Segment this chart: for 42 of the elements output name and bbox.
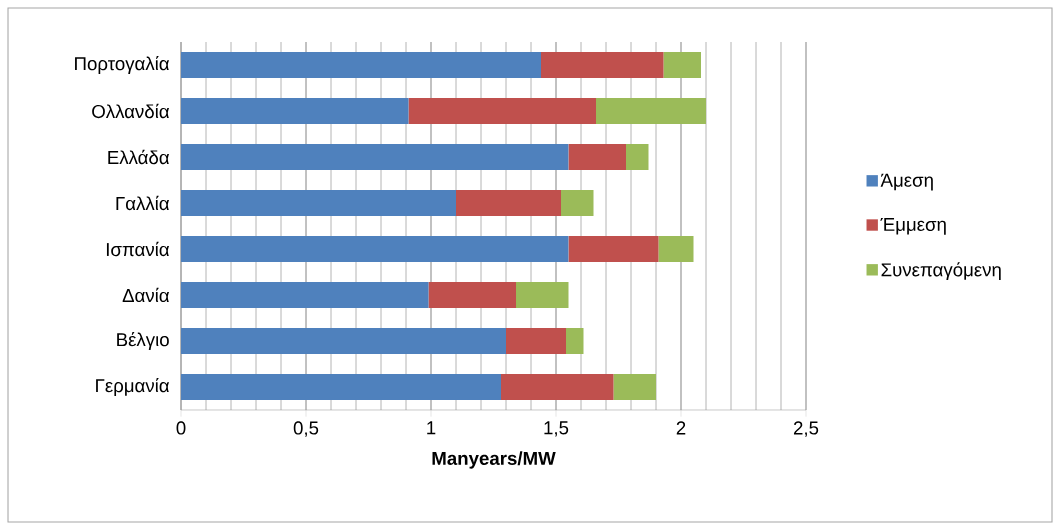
x-tick-label: 1,5: [544, 421, 569, 437]
y-tick-label: Ελλάδα: [108, 149, 170, 165]
bar: [181, 190, 457, 216]
y-tick-label: Γερμανία: [96, 378, 170, 396]
bar: [561, 190, 594, 216]
bar: [626, 144, 649, 170]
y-tick-label: Δανία: [122, 287, 170, 303]
bar: [568, 236, 659, 262]
bar: [516, 282, 569, 308]
y-tick-label: Πορτογαλία: [75, 56, 170, 74]
bar: [613, 373, 657, 400]
y-tick-label: Βέλγιο: [117, 332, 169, 350]
x-tick-label: 0,5: [293, 421, 319, 437]
y-tick-label: Γαλλία: [116, 195, 170, 211]
bar: [658, 236, 694, 262]
x-tick-label: 1: [427, 421, 436, 435]
bar: [663, 52, 701, 78]
legend-label: Συνεπαγόμενη: [881, 262, 1001, 281]
bar: [181, 144, 569, 170]
bar: [456, 190, 562, 216]
x-tick-label: 0: [176, 421, 186, 435]
bar: [428, 282, 517, 308]
bar: [181, 282, 429, 308]
x-tick-label: 2,5: [793, 421, 819, 437]
bar: [181, 328, 507, 354]
bar: [181, 236, 569, 262]
legend-label: Έμμεση: [880, 217, 946, 235]
legend-label: Άμεση: [880, 173, 933, 191]
bar: [541, 52, 664, 78]
y-tick-label: Ισπανία: [106, 241, 170, 257]
x-tick-label: 2: [676, 421, 686, 435]
y-tick-label: Ολλανδία: [92, 103, 170, 119]
bar: [181, 98, 409, 124]
bar: [596, 98, 706, 124]
bar: [181, 373, 501, 400]
bar: [568, 144, 626, 170]
bar: [408, 98, 597, 124]
bar: [501, 373, 614, 400]
bar: [506, 328, 566, 354]
x-axis-title: Manyears/MW: [432, 451, 556, 469]
bar: [181, 52, 542, 78]
bar: [566, 328, 584, 354]
